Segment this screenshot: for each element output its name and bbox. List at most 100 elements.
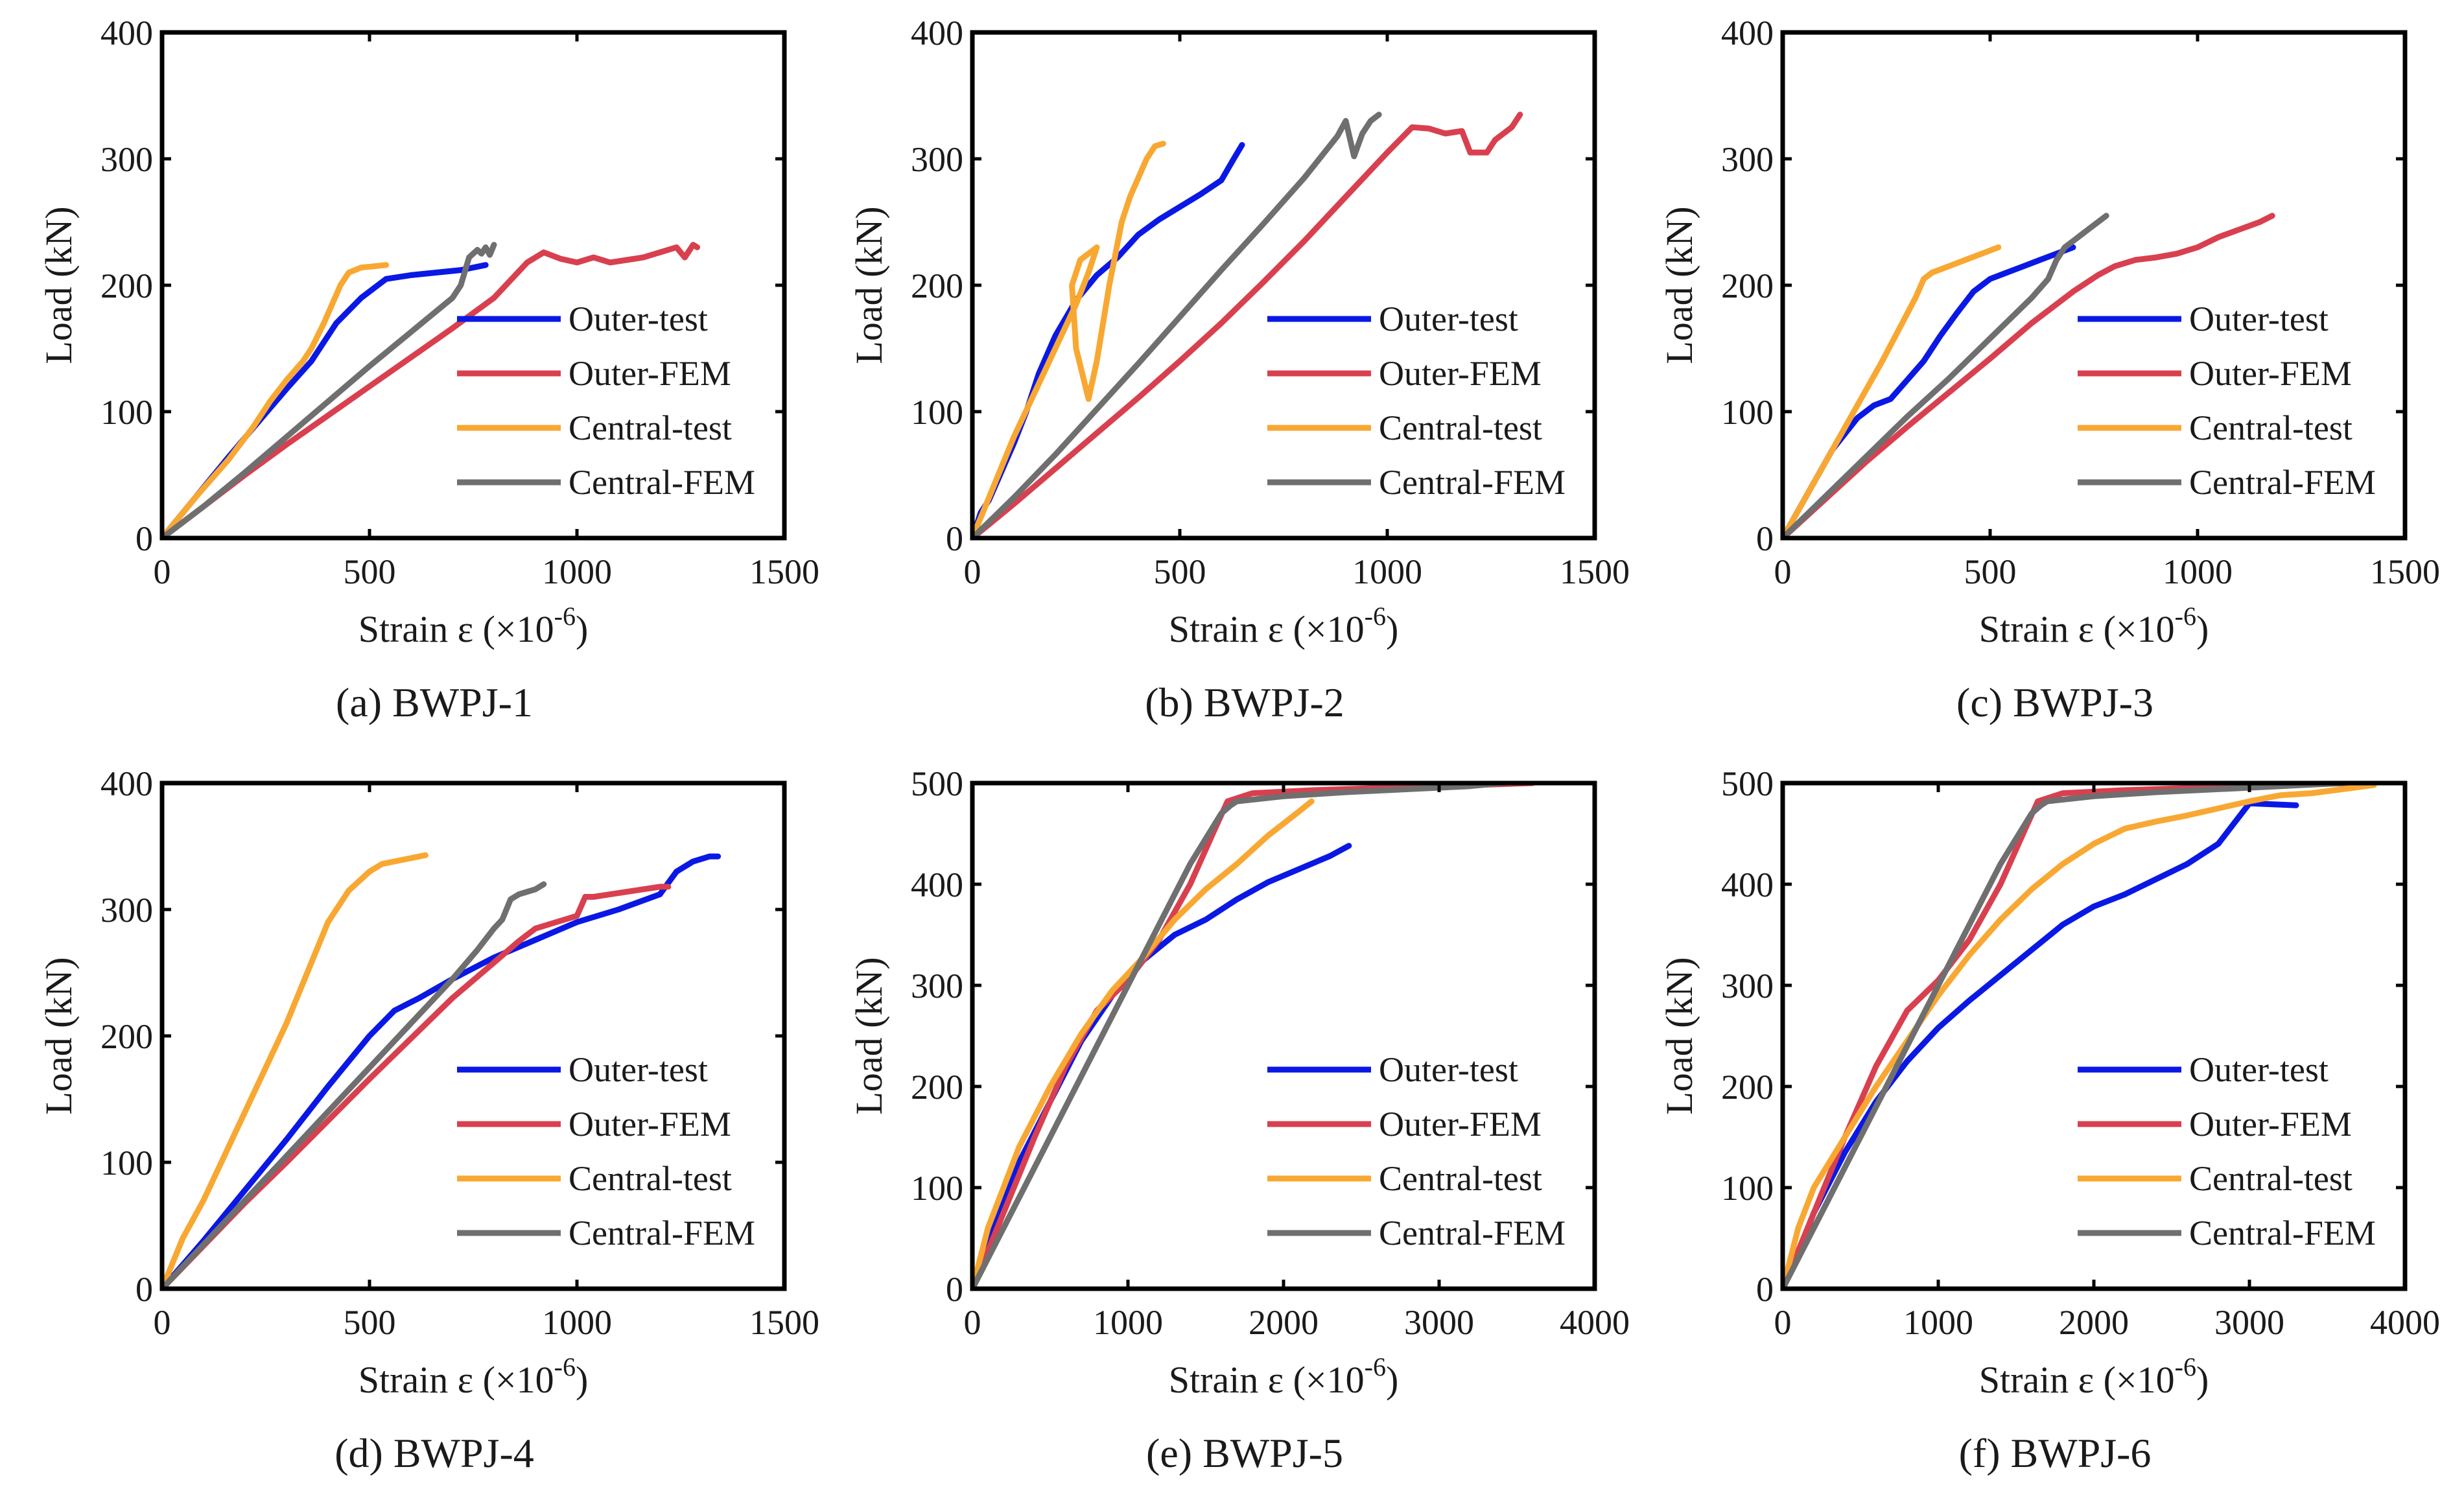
y-tick-label: 400: [100, 764, 153, 803]
x-axis-label: Strain ε (×10-6): [1979, 602, 2209, 650]
x-tick-label: 2000: [1249, 1303, 1319, 1342]
series-line-central-test: [1783, 244, 2002, 538]
x-tick-label: 500: [344, 1303, 396, 1342]
x-tick-label: 1500: [2370, 552, 2440, 591]
series-group: [972, 111, 1523, 538]
y-tick-label: 400: [1721, 865, 1774, 904]
series-line-outer-fem: [972, 111, 1523, 538]
y-axis-label: Load (kN): [848, 206, 890, 364]
y-tick-label: 400: [911, 865, 963, 904]
series-line-central-test: [162, 852, 428, 1289]
y-tick-label: 100: [911, 393, 963, 432]
legend-label-central-test: Central-test: [1379, 1159, 1542, 1198]
legend-label-central-fem: Central-FEM: [1379, 1214, 1566, 1252]
y-tick-label: 0: [135, 519, 153, 558]
chart-panel-e: 0 1000 2000 3000 4000 0 100 200 300 400 500 Load (k…: [848, 764, 1630, 1476]
y-tick-label: 100: [100, 1144, 153, 1182]
legend-label-outer-test: Outer-test: [2189, 1050, 2329, 1089]
legend-label-outer-fem: Outer-FEM: [2189, 354, 2352, 393]
y-tick-label: 300: [1721, 967, 1774, 1005]
x-tick-label: 0: [964, 552, 981, 591]
series-line-central-test: [972, 798, 1315, 1289]
x-tick-label: 1000: [1352, 552, 1422, 591]
chart-panel-b: 0 500 1000 1500 0 100 200 300 400 Load (kN) Strain…: [848, 14, 1630, 725]
series-line-central-fem: [1783, 783, 2346, 1289]
y-tick-label: 200: [1721, 1068, 1774, 1107]
legend-label-outer-test: Outer-test: [2189, 299, 2329, 338]
y-tick-label: 0: [946, 1270, 963, 1309]
legend-label-central-fem: Central-FEM: [569, 1214, 755, 1252]
y-tick-label: 100: [100, 393, 153, 432]
series-line-central-fem: [162, 881, 547, 1289]
x-axis-label: Strain ε (×10-6): [1169, 1352, 1399, 1401]
legend: Outer-test Outer-FEM Central-test Central-F…: [2078, 1050, 2376, 1252]
legend-label-outer-fem: Outer-FEM: [1379, 1105, 1542, 1144]
series-line-central-test: [972, 141, 1166, 538]
y-axis-label: Load (kN): [1658, 957, 1700, 1114]
legend-label-outer-test: Outer-test: [1379, 1050, 1518, 1089]
y-tick-label: 300: [100, 891, 153, 930]
legend-label-central-fem: Central-FEM: [1379, 463, 1566, 502]
chart-panel-c: 0 500 1000 1500 0 100 200 300 400 Load (kN) Strain…: [1658, 14, 2440, 725]
plot-frame: [159, 780, 787, 1291]
y-tick-label: 400: [1721, 14, 1774, 53]
chart-panel-d: 0 500 1000 1500 0 100 200 300 400 Load (kN) Strain…: [38, 764, 819, 1476]
series-line-outer-test: [972, 843, 1352, 1289]
legend-label-central-test: Central-test: [2189, 408, 2353, 447]
y-tick-label: 0: [135, 1270, 153, 1309]
legend-label-outer-fem: Outer-FEM: [569, 354, 731, 393]
legend-label-outer-fem: Outer-FEM: [2189, 1105, 2352, 1144]
panel-caption: (e) BWPJ-5: [1146, 1430, 1343, 1476]
x-tick-label: 0: [154, 1303, 171, 1342]
series-line-central-test: [1783, 783, 2377, 1289]
x-tick-label: 1500: [1560, 552, 1630, 591]
legend-label-central-test: Central-test: [569, 408, 732, 447]
x-tick-label: 0: [1774, 1303, 1792, 1342]
x-axis-label: Strain ε (×10-6): [358, 1352, 589, 1401]
legend-label-outer-test: Outer-test: [1379, 299, 1518, 338]
series-group: [972, 783, 1536, 1289]
series-line-outer-fem: [1783, 213, 2275, 538]
series-group: [162, 242, 701, 538]
y-tick-label: 400: [100, 14, 153, 53]
legend: Outer-test Outer-FEM Central-test Central-F…: [457, 1050, 755, 1252]
x-tick-label: 1000: [2163, 552, 2233, 591]
y-tick-label: 0: [1756, 519, 1774, 558]
y-tick-label: 300: [911, 140, 963, 179]
y-tick-label: 200: [100, 1017, 153, 1056]
series-line-outer-test: [162, 853, 722, 1289]
x-tick-label: 0: [154, 552, 171, 591]
x-tick-label: 1000: [542, 1303, 612, 1342]
y-tick-label: 200: [1721, 266, 1774, 305]
series-line-outer-fem: [162, 884, 672, 1289]
chart-panel-a: 0 500 1000 1500 0 100 200 300 400 Load (kN) Strain…: [38, 14, 819, 725]
y-tick-label: 100: [1721, 1169, 1774, 1208]
y-tick-label: 200: [911, 266, 963, 305]
plot-frame: [1780, 30, 2408, 541]
y-tick-label: 100: [1721, 393, 1774, 432]
panel-caption: (a) BWPJ-1: [336, 679, 533, 725]
legend-label-central-fem: Central-FEM: [569, 463, 755, 502]
y-tick-label: 500: [911, 764, 963, 803]
series-line-outer-fem: [162, 242, 701, 538]
x-tick-label: 1500: [749, 552, 819, 591]
legend-label-central-test: Central-test: [1379, 408, 1542, 447]
plot-frame: [970, 780, 1597, 1291]
legend: Outer-test Outer-FEM Central-test Central-F…: [1267, 1050, 1566, 1252]
panel-caption: (d) BWPJ-4: [334, 1430, 534, 1476]
y-tick-label: 200: [100, 266, 153, 305]
y-tick-label: 0: [946, 519, 963, 558]
x-tick-label: 500: [344, 552, 396, 591]
panel-caption: (c) BWPJ-3: [1956, 679, 2153, 725]
y-tick-label: 500: [1721, 764, 1774, 803]
x-tick-label: 2000: [2059, 1303, 2129, 1342]
x-tick-label: 1000: [542, 552, 612, 591]
chart-panel-f: 0 1000 2000 3000 4000 0 100 200 300 400 500 Load (k…: [1658, 764, 2440, 1476]
x-axis-label: Strain ε (×10-6): [1169, 602, 1399, 650]
legend: Outer-test Outer-FEM Central-test Central-F…: [2078, 299, 2376, 502]
series-line-central-fem: [972, 111, 1382, 538]
y-tick-label: 300: [911, 967, 963, 1005]
panel-caption: (f) BWPJ-6: [1959, 1430, 2152, 1476]
y-tick-label: 300: [100, 140, 153, 179]
y-axis-label: Load (kN): [38, 206, 80, 364]
